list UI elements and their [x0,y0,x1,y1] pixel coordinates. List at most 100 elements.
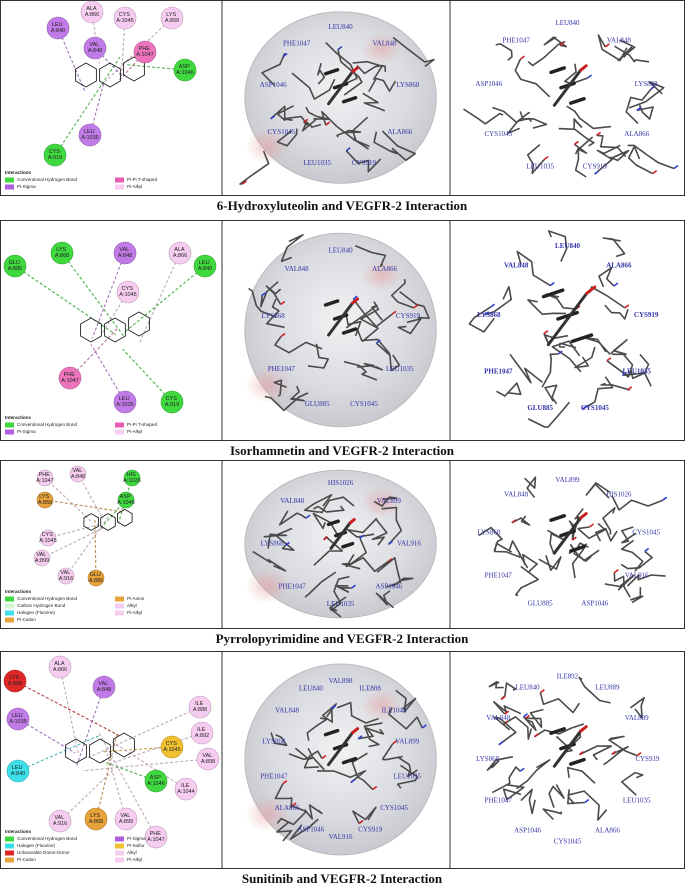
protein-stick [515,565,539,597]
residue-node [196,747,220,771]
interaction-line [65,516,109,577]
residue-tag: ALA866 [275,804,300,812]
ligand-bond [341,327,358,335]
protein-stick [582,336,611,355]
residue-node [36,491,54,509]
surface-patch [245,568,290,604]
residue-node [83,36,107,60]
residue-node [144,825,168,849]
legend-label: Alkyl [127,603,137,608]
residue-node [92,675,116,699]
protein-stick [628,81,665,109]
interaction-diagram: LEU A:840 ALA A:866 CYS A:1045 LYS A:868 VAL… [5,0,197,190]
interaction-line [82,758,209,772]
ligand-oxygen [579,512,588,520]
residue-label: PHE A:1047 [147,831,164,843]
atom-tip [533,733,539,738]
legend-swatch [115,596,124,602]
interaction-line [44,499,122,513]
residue-label: PHE A:1047 [61,372,78,384]
residue-tag: LEU840 [555,19,580,27]
residue-label: PHE A:1047 [36,472,53,484]
residue-tag: VAL916 [329,833,353,841]
protein-stick [306,717,328,741]
residue-tag: GLU885 [528,600,553,608]
legend-label: Pi-Sigma [17,184,36,189]
ligand-bond [327,301,355,337]
atom-tip [636,106,642,112]
protein-stick [488,680,504,689]
atom-tip [372,785,378,791]
protein-stick [301,118,322,132]
atom-tip [627,386,633,391]
protein-stick [511,515,531,526]
protein-stick [566,766,596,784]
residue-tag: CYS1045 [484,130,512,138]
protein-stick [493,542,521,559]
atom-tip [539,688,545,694]
residue-tag: LEU1035 [386,365,414,373]
residue-node [57,567,75,585]
atom-tip [323,536,329,541]
protein-stick [573,542,592,562]
protein-stick [397,318,422,335]
interaction-line [105,732,203,766]
atom-tip [303,118,309,123]
ligand-bond [549,514,566,522]
protein-stick [345,150,382,173]
residue-node [190,721,214,745]
residue-node [133,40,157,64]
legend-label: Pi-Alkyl [127,429,142,434]
residue-tag: HIS1026 [328,479,354,487]
legend-swatch [5,850,14,856]
ligand-bond [327,70,355,106]
legend-label: Conventional Hydrogen Bond [17,422,77,427]
legend-swatch [5,857,14,863]
protein-stick [604,574,635,591]
protein-stick [572,118,583,131]
surface-patch [361,32,402,65]
protein-stick [360,301,393,328]
atom-tip [573,140,579,145]
protein-stick [357,362,384,371]
residue-tag: VAL848 [486,714,510,722]
residue-tag: LEU840 [515,684,540,692]
atom-tip [673,164,679,170]
protein-stick [274,783,293,809]
protein-stick [345,304,384,329]
ligand-bond [549,66,566,75]
protein-stick [303,804,323,820]
protein-stick [484,285,512,316]
atom-tip [321,754,327,760]
ligand-bond [569,544,586,553]
atom-tip [421,724,427,729]
atom-tip [261,292,267,297]
residue-label: ALA A:866 [85,6,99,18]
residue-tag: VAL916 [625,572,649,580]
atom-tip [644,547,650,553]
atom-tip [549,281,555,287]
ligand-bond [329,521,352,550]
protein-stick [630,587,644,604]
protein-stick [611,495,663,511]
protein-stick [276,128,298,147]
legend-label: Pi-Sigma [17,429,36,434]
atom-tip [350,778,356,784]
legend-label: Unfavorable Donor-Donor [17,850,70,855]
atom-tip [337,45,343,51]
protein-stick [330,575,350,612]
protein-stick [275,527,295,551]
residue-node [193,254,217,278]
ligand-oxygen [351,66,360,74]
residue-node [117,491,135,509]
protein-stick [329,596,347,618]
protein-stick [337,49,363,96]
atom-tip [282,780,288,785]
residue-node [116,280,140,304]
protein-stick [636,103,654,120]
legend-swatch [115,857,124,863]
surface-view: VAL898 ILE888 ILE1044 VAL899 LEU1035 CYS1045 C… [244,663,437,856]
residue-tag: LYS868 [477,311,501,319]
figure-caption: Isorhamnetin and VEGFR-2 Interaction [230,443,455,458]
legend-swatch [5,610,14,616]
